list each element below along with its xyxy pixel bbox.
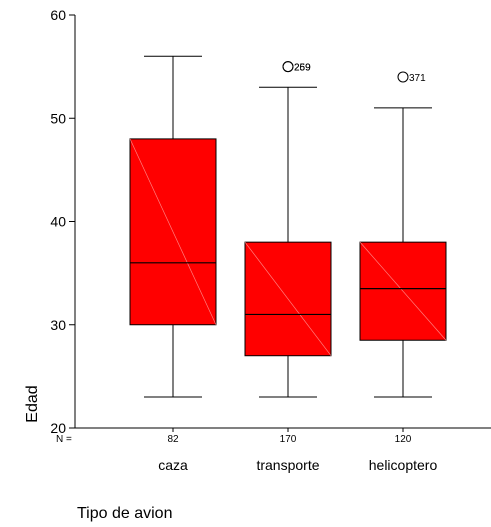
y-tick-label: 50 <box>50 110 66 126</box>
outlier-label: 269 <box>294 63 311 74</box>
category-label: helicoptero <box>369 457 438 473</box>
n-count: 82 <box>167 434 179 445</box>
n-label: N = <box>56 434 72 445</box>
x-axis-title: Tipo de avion <box>77 505 172 522</box>
box-diagonal <box>129 138 217 325</box>
n-count: 170 <box>280 434 297 445</box>
y-tick-label: 40 <box>50 214 66 230</box>
box-caza: 82 caza <box>129 55 217 473</box>
outlier-label: 259 <box>294 63 311 74</box>
category-label: caza <box>158 457 188 473</box>
box-diagonal <box>244 241 332 356</box>
outlier-point <box>282 61 294 73</box>
outlier-point <box>397 71 409 83</box>
y-axis-title: Edad <box>24 385 41 422</box>
category-label: transporte <box>256 457 319 473</box>
outlier-label: 371 <box>409 73 426 84</box>
box-helicoptero: 371 120 helicoptero <box>359 71 447 473</box>
n-count: 120 <box>395 434 412 445</box>
box-diagonal <box>359 241 447 341</box>
y-tick-label: 30 <box>50 317 66 333</box>
y-tick-label: 60 <box>50 7 66 23</box>
y-tick-label: 20 <box>50 420 66 436</box>
